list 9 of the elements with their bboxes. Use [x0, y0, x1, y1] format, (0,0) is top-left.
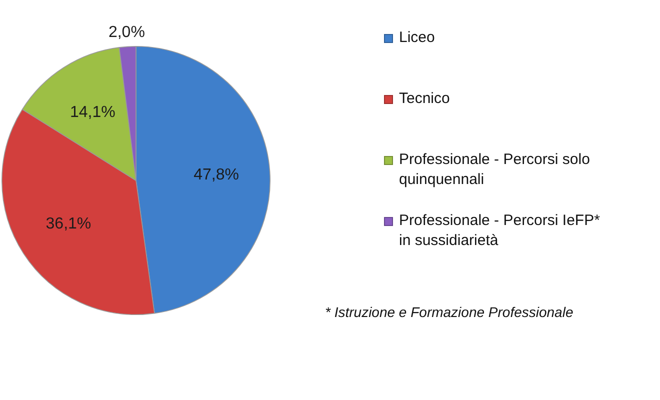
data-label: 14,1% [70, 104, 116, 122]
legend-label: Liceo [399, 28, 436, 48]
legend-label: Professionale - Percorsi IeFP* in sussidiarietà [399, 211, 601, 251]
data-label: 47,8% [194, 166, 239, 184]
data-label: 2,0% [108, 24, 145, 42]
legend-label: Tecnico [399, 89, 451, 109]
text: * Istruzione e Formazione Professionale [325, 304, 574, 320]
legend-label: Professionale - Percorsi solo quinquennali [399, 150, 591, 190]
data-label: 36,1% [46, 216, 92, 233]
